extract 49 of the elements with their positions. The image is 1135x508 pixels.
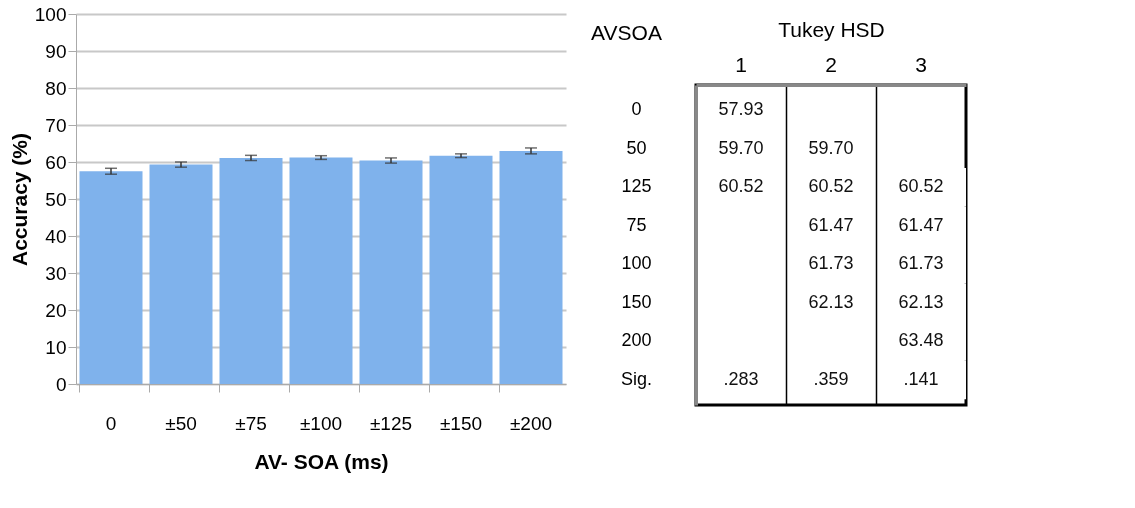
y-tick-label: 50 bbox=[45, 188, 67, 210]
x-tick-label: ±50 bbox=[165, 412, 197, 434]
y-tick-label: 100 bbox=[621, 253, 652, 274]
data-label: 62.13 bbox=[808, 291, 854, 312]
y-tick-label: 40 bbox=[45, 225, 67, 247]
x-tick-label: 3 bbox=[915, 52, 927, 76]
data-label: 59.70 bbox=[808, 137, 854, 158]
data-label: 63.48 bbox=[898, 330, 944, 351]
y-tick-label: 150 bbox=[621, 291, 652, 312]
y-tick-label: 0 bbox=[631, 99, 642, 120]
y-tick-label: 125 bbox=[621, 176, 652, 197]
y-tick-label: 0 bbox=[55, 373, 67, 395]
y-tick-label: 90 bbox=[45, 40, 67, 62]
data-label: 61.73 bbox=[808, 253, 854, 274]
x-tick-label: ±75 bbox=[235, 412, 267, 434]
x-tick-label: ±150 bbox=[439, 412, 483, 434]
data-label: .141 bbox=[903, 368, 939, 389]
y-tick-label: Sig. bbox=[620, 368, 653, 389]
y-tick-label: 20 bbox=[45, 299, 67, 321]
y-tick-label: 70 bbox=[45, 114, 67, 136]
y-tick-label: 30 bbox=[45, 262, 67, 284]
data-label: 60.52 bbox=[898, 176, 944, 197]
x-tick-label: ±125 bbox=[369, 412, 413, 434]
y-tick-label: 200 bbox=[621, 330, 652, 351]
x-axis-title: Tukey HSD bbox=[778, 17, 885, 41]
x-tick-label: ±100 bbox=[299, 412, 343, 434]
y-tick-label: 80 bbox=[45, 77, 67, 99]
data-label: 61.47 bbox=[808, 214, 854, 235]
data-label: 62.13 bbox=[898, 291, 944, 312]
x-axis-title: AV- SOA (ms) bbox=[254, 449, 389, 473]
y-axis-title: AVSOA bbox=[591, 20, 662, 44]
y-tick-label: 100 bbox=[34, 3, 67, 25]
y-tick-label: 50 bbox=[626, 137, 647, 158]
data-label: .283 bbox=[723, 368, 759, 389]
x-tick-label: 0 bbox=[105, 412, 117, 434]
y-tick-label: 75 bbox=[626, 214, 647, 235]
x-tick-label: 2 bbox=[825, 52, 837, 76]
x-tick-label: 1 bbox=[735, 52, 747, 76]
data-label: 61.47 bbox=[898, 214, 944, 235]
data-label: 60.52 bbox=[718, 176, 764, 197]
data-label: 57.93 bbox=[718, 99, 764, 120]
data-label: .359 bbox=[813, 368, 849, 389]
data-label: 61.73 bbox=[898, 253, 944, 274]
data-label: 59.70 bbox=[718, 137, 764, 158]
data-label: 60.52 bbox=[808, 176, 854, 197]
y-axis-title: Accuracy (%) bbox=[7, 132, 31, 267]
y-tick-label: 10 bbox=[45, 336, 67, 358]
y-tick-label: 60 bbox=[45, 151, 67, 173]
x-tick-label: ±200 bbox=[509, 412, 553, 434]
